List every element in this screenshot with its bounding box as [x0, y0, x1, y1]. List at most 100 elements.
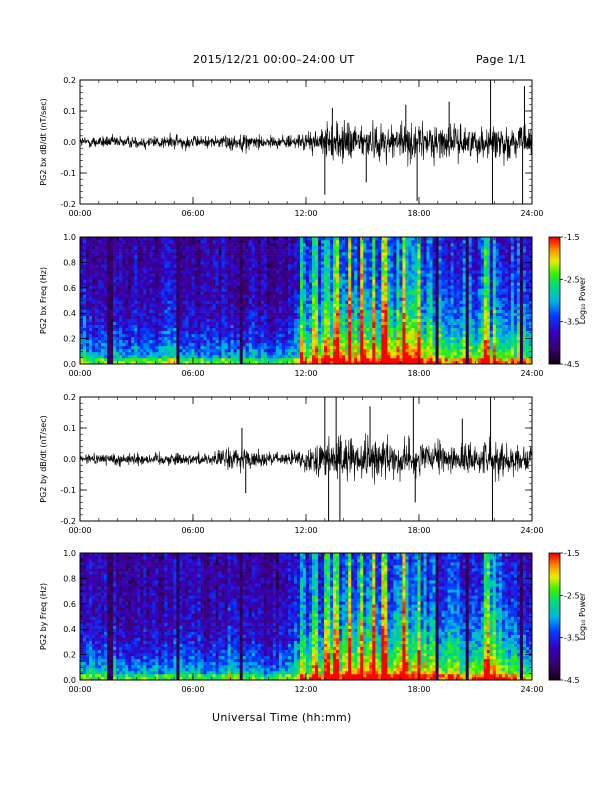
- spectrogram-cell: [306, 255, 310, 259]
- spectrogram-cell: [179, 339, 183, 344]
- spectrogram-cell: [215, 294, 219, 298]
- spectrogram-cell: [98, 309, 102, 313]
- spectrogram-cell: [312, 306, 316, 310]
- spectrogram-cell: [275, 261, 280, 265]
- spectrogram-cell: [221, 285, 225, 289]
- spectrogram-cell: [209, 321, 213, 325]
- spectrogram-cell: [315, 330, 319, 335]
- spectrogram-cell: [381, 321, 385, 325]
- spectrogram-cell: [327, 336, 331, 341]
- spectrogram-cell: [333, 291, 337, 295]
- spectrogram-cell: [95, 261, 99, 265]
- spectrogram-cell: [152, 357, 156, 362]
- spectrogram-cell: [149, 342, 153, 347]
- spectrogram-cell: [417, 246, 421, 250]
- spectrogram-cell: [194, 315, 198, 319]
- spectrogram-cell: [167, 276, 171, 280]
- spectrogram-cell: [357, 330, 361, 335]
- spectrogram-cell: [290, 255, 295, 259]
- spectrogram-cell: [140, 261, 144, 265]
- spectrogram-cell: [402, 342, 406, 347]
- spectrogram-cell: [417, 336, 421, 341]
- spectrogram-cell: [281, 297, 286, 301]
- spectrogram-cell: [152, 279, 156, 283]
- spectrogram-cell: [128, 270, 132, 274]
- spectrogram-cell: [104, 345, 108, 350]
- spectrogram-cell: [209, 288, 213, 292]
- spectrogram-cell: [330, 342, 334, 347]
- spectrogram-cell: [158, 273, 162, 277]
- spectrogram-cell: [360, 255, 364, 259]
- spectrogram-cell: [176, 342, 180, 347]
- spectrogram-cell: [206, 297, 210, 301]
- spectrogram-cell: [113, 267, 117, 271]
- spectrogram-cell: [266, 315, 271, 319]
- spectrogram-cell: [393, 306, 397, 310]
- spectrogram-cell: [363, 345, 367, 350]
- spectrogram-cell: [113, 282, 117, 286]
- spectrogram-cell: [152, 258, 156, 262]
- spectrogram-cell: [357, 261, 361, 265]
- spectrogram-cell: [354, 246, 358, 250]
- spectrogram-cell: [185, 318, 189, 322]
- spectrogram-cell: [101, 285, 105, 289]
- spectrogram-cell: [396, 309, 400, 313]
- spectrogram-cell: [287, 330, 292, 335]
- spectrogram-cell: [399, 309, 403, 313]
- spectrogram-cell: [387, 282, 391, 286]
- spectrogram-cell: [384, 291, 388, 295]
- spectrogram-cell: [152, 294, 156, 298]
- spectrogram-cell: [191, 321, 195, 325]
- spectrogram-cell: [119, 336, 123, 341]
- spectrogram-cell: [402, 336, 406, 341]
- spectrogram-cell: [209, 300, 213, 304]
- spectrogram-cell: [245, 333, 250, 338]
- spectrogram-cell: [167, 261, 171, 265]
- spectrogram-cell: [309, 351, 313, 356]
- spectrogram-cell: [119, 282, 123, 286]
- spectrogram-cell: [348, 240, 352, 244]
- spectrogram-cell: [161, 342, 165, 347]
- spectrogram-cell: [296, 285, 301, 289]
- spectrogram-cell: [104, 249, 108, 253]
- spectrogram-cell: [113, 246, 117, 250]
- spectrogram-cell: [306, 294, 310, 298]
- spectrogram-cell: [245, 249, 250, 253]
- spectrogram-cell: [185, 303, 189, 307]
- spectrogram-cell: [284, 297, 289, 301]
- spectrogram-cell: [80, 309, 84, 313]
- spectrogram-cell: [104, 246, 108, 250]
- spectrogram-cell: [161, 297, 165, 301]
- spectrogram-cell: [110, 357, 114, 362]
- spectrogram-cell: [188, 324, 192, 329]
- spectrogram-cell: [167, 264, 171, 268]
- spectrogram-cell: [176, 330, 180, 335]
- spectrogram-cell: [254, 360, 259, 365]
- spectrogram-cell: [290, 279, 295, 283]
- spectrogram-cell: [381, 318, 385, 322]
- spectrogram-cell: [263, 339, 268, 344]
- spectrogram-cell: [287, 321, 292, 325]
- spectrogram-cell: [287, 261, 292, 265]
- spectrogram-cell: [146, 267, 150, 271]
- spectrogram-cell: [134, 246, 138, 250]
- spectrogram-cell: [125, 300, 129, 304]
- spectrogram-cell: [299, 261, 304, 265]
- spectrogram-cell: [302, 246, 307, 250]
- spectrogram-cell: [351, 255, 355, 259]
- spectrogram-cell: [299, 294, 304, 298]
- spectrogram-cell: [396, 273, 400, 277]
- spectrogram-cell: [408, 327, 412, 332]
- spectrogram-cell: [321, 288, 325, 292]
- spectrogram-cell: [212, 252, 216, 256]
- spectrogram-cell: [269, 318, 274, 322]
- spectrogram-cell: [110, 330, 114, 335]
- spectrogram-cell: [423, 237, 427, 241]
- spectrogram-cell: [203, 351, 207, 356]
- spectrogram-cell: [302, 279, 307, 283]
- spectrogram-cell: [366, 297, 370, 301]
- spectrogram-cell: [107, 360, 111, 365]
- spectrogram-cell: [378, 237, 382, 241]
- spectrogram-cell: [128, 357, 132, 362]
- spectrogram-cell: [417, 303, 421, 307]
